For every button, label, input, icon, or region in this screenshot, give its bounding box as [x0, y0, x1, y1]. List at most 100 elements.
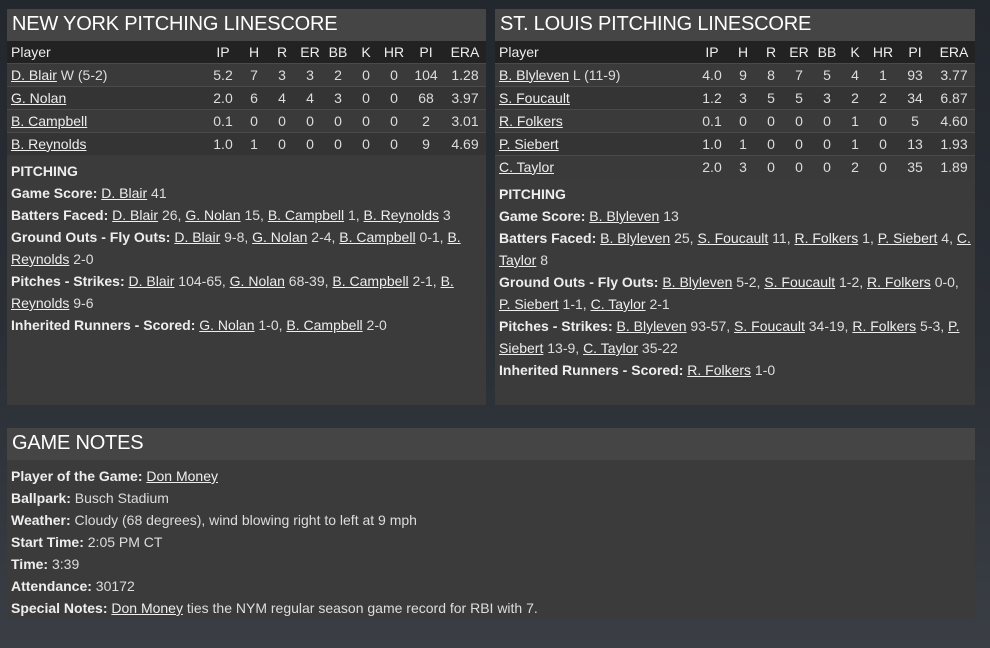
info-label: Time:	[11, 556, 49, 572]
stat-cell: 8	[757, 62, 785, 86]
line-text: 2:05 PM CT	[83, 534, 163, 550]
player-link[interactable]: R. Folkers	[687, 362, 752, 378]
stat-cell: 0	[813, 131, 841, 155]
column-header: R	[268, 41, 296, 63]
info-label: Batters Faced:	[499, 230, 597, 246]
player-link[interactable]: R. Folkers	[499, 112, 563, 129]
player-link[interactable]: B. Reynolds	[11, 135, 87, 152]
player-link[interactable]: C. Taylor	[499, 158, 554, 175]
player-link[interactable]: B. Blyleven	[589, 208, 660, 224]
stat-cell: 104	[408, 62, 444, 86]
line-text: 41	[147, 185, 167, 201]
stat-cell: 0	[296, 131, 324, 155]
player-link[interactable]: B. Campbell	[286, 317, 363, 333]
info-line: Weather: Cloudy (68 degrees), wind blowi…	[11, 509, 971, 531]
info-line: Ground Outs - Fly Outs: B. Blyleven 5-2,…	[499, 271, 971, 315]
info-line: Attendance: 30172	[11, 575, 971, 597]
stat-cell: 1.0	[695, 131, 729, 155]
player-link[interactable]: D. Blair	[128, 273, 175, 289]
player-link[interactable]: D. Blair	[101, 185, 148, 201]
player-link[interactable]: B. Campbell	[332, 273, 409, 289]
stat-cell: 0	[352, 131, 380, 155]
column-header: ER	[785, 41, 813, 63]
line-text: 13-9,	[543, 340, 584, 356]
player-link[interactable]: C. Taylor	[499, 230, 971, 268]
player-link[interactable]: B. Campbell	[267, 207, 345, 223]
pitching-summary: PITCHING Game Score: B. Blyleven 13 Batter…	[495, 178, 975, 386]
column-header: K	[841, 41, 869, 63]
player-link[interactable]: B. Reynolds	[363, 207, 440, 223]
player-link[interactable]: P. Siebert	[877, 230, 938, 246]
stat-cell: 2	[841, 154, 869, 178]
player-link[interactable]: P. Siebert	[499, 318, 960, 356]
player-link[interactable]: Don Money	[111, 600, 183, 616]
player-cell: P. Siebert	[495, 131, 695, 155]
player-link[interactable]: R. Folkers	[867, 274, 931, 290]
player-link[interactable]: R. Folkers	[794, 230, 859, 246]
player-link[interactable]: D. Blair	[112, 207, 159, 223]
info-line: Batters Faced: D. Blair 26, G. Nolan 15,…	[11, 204, 482, 226]
line-text: 35-22	[638, 340, 678, 356]
player-link[interactable]: B. Blyleven	[662, 274, 733, 290]
player-link[interactable]: G. Nolan	[185, 207, 241, 223]
player-link[interactable]: B. Blyleven	[616, 318, 687, 334]
table-row: S. Foucault 1.2 3 5 5 3 2 2 34 6.87	[495, 85, 975, 109]
line-text: 2-1	[645, 296, 670, 312]
player-link[interactable]: B. Blyleven	[600, 230, 671, 246]
table-header: Player IP H R ER BB K HR PI ERA	[495, 41, 975, 63]
stat-cell: 5	[813, 62, 841, 86]
player-cell: B. Reynolds	[7, 131, 206, 155]
st-louis-pitching-panel: ST. LOUIS PITCHING LINESCORE Player IP H R ER…	[495, 9, 975, 405]
info-label: Inherited Runners - Scored:	[499, 362, 684, 378]
stat-cell: 0	[757, 108, 785, 132]
stat-cell: 3.77	[933, 62, 975, 86]
stat-cell: 3.97	[444, 85, 486, 109]
table-row: B. Campbell 0.1 0 0 0 0 0 0 2 3.01	[7, 108, 486, 132]
decision-note: W (5-2)	[56, 66, 108, 83]
game-notes-panel: GAME NOTES Player of the Game: Don Money…	[7, 428, 975, 620]
line-text: 2-0	[69, 251, 94, 267]
player-link[interactable]: D. Blair	[174, 229, 221, 245]
info-line: Special Notes: Don Money ties the NYM re…	[11, 597, 971, 619]
line-text: 0-0,	[930, 274, 959, 290]
stat-cell: 1	[869, 62, 897, 86]
line-text: 5-2,	[732, 274, 765, 290]
player-link[interactable]: S. Foucault	[697, 230, 769, 246]
column-header: Player	[495, 41, 695, 63]
player-link[interactable]: P. Siebert	[499, 296, 559, 312]
player-link[interactable]: B. Blyleven	[499, 66, 570, 83]
line-text: 4,	[937, 230, 957, 246]
stat-cell: 7	[240, 62, 268, 86]
stat-cell: 0	[380, 131, 408, 155]
player-link[interactable]: B. Campbell	[11, 112, 88, 129]
info-label: Special Notes:	[11, 600, 108, 616]
player-link[interactable]: C. Taylor	[590, 296, 646, 312]
table-row: P. Siebert 1.0 1 0 0 0 1 0 13 1.93	[495, 131, 975, 155]
player-link[interactable]: B. Reynolds	[11, 229, 461, 267]
stat-cell: 3	[729, 154, 757, 178]
player-link[interactable]: B. Campbell	[339, 229, 416, 245]
stat-cell: 1	[841, 131, 869, 155]
line-text: ties the NYM regular season game record …	[182, 600, 538, 616]
stat-cell: 0	[785, 154, 813, 178]
player-link[interactable]: B. Reynolds	[11, 273, 454, 311]
player-link[interactable]: P. Siebert	[499, 135, 559, 152]
stat-cell: 4.60	[933, 108, 975, 132]
player-link[interactable]: G. Nolan	[252, 229, 308, 245]
stat-cell: 34	[897, 85, 933, 109]
player-link[interactable]: D. Blair	[11, 66, 57, 83]
player-link[interactable]: S. Foucault	[764, 274, 836, 290]
player-link[interactable]: Don Money	[146, 468, 218, 484]
column-header: HR	[869, 41, 897, 63]
player-link[interactable]: R. Folkers	[852, 318, 917, 334]
player-link[interactable]: S. Foucault	[499, 89, 570, 106]
player-link[interactable]: G. Nolan	[11, 89, 67, 106]
line-text: 1,	[344, 207, 364, 223]
player-link[interactable]: C. Taylor	[583, 340, 639, 356]
player-link[interactable]: S. Foucault	[734, 318, 805, 334]
player-link[interactable]: G. Nolan	[199, 317, 255, 333]
section-heading: PITCHING	[11, 163, 78, 179]
stat-cell: 4	[296, 85, 324, 109]
panel-title: ST. LOUIS PITCHING LINESCORE	[495, 9, 975, 41]
player-link[interactable]: G. Nolan	[229, 273, 285, 289]
